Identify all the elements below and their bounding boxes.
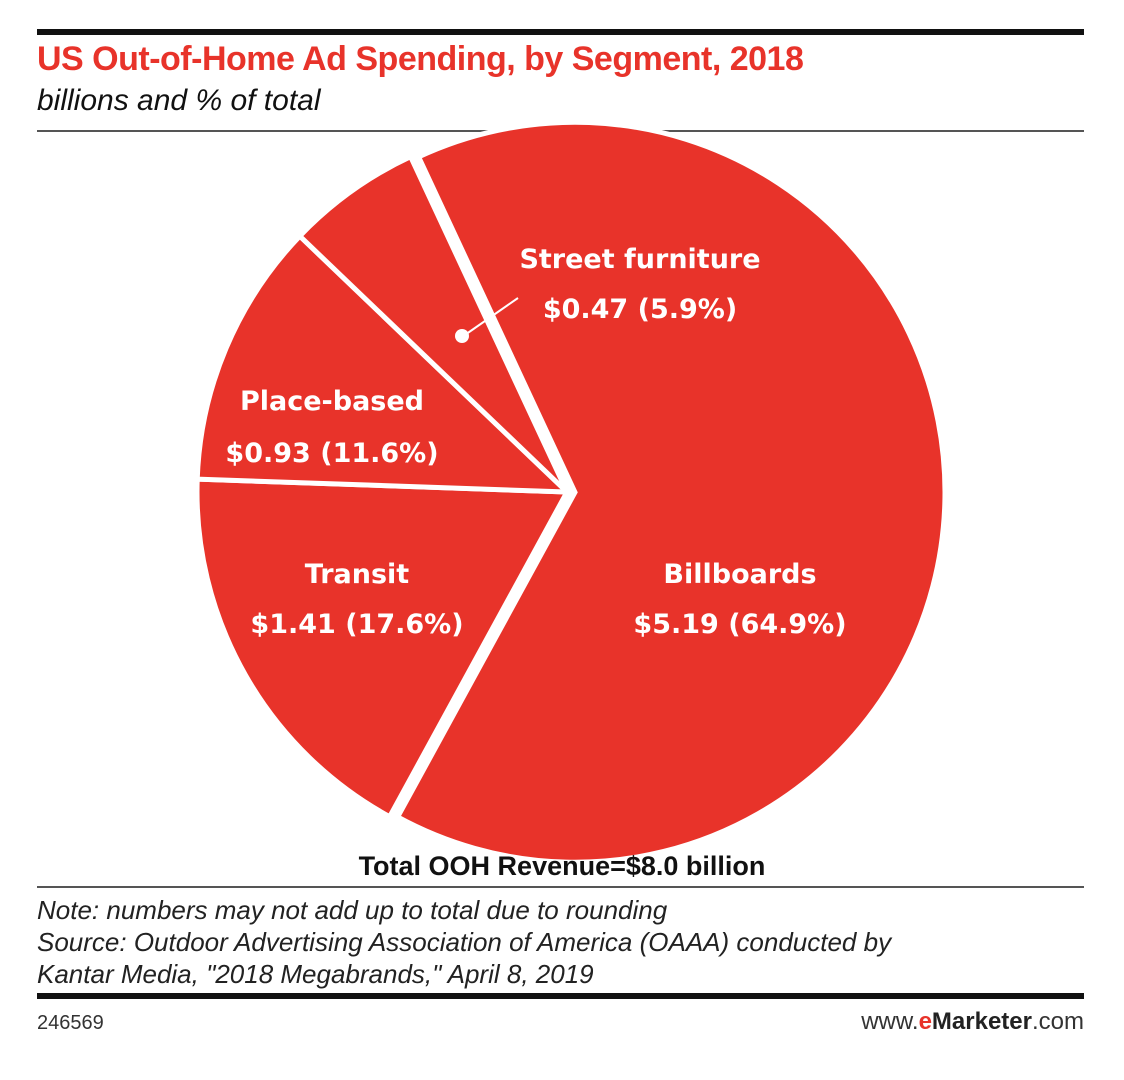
- label-transit-value: $1.41 (17.6%): [250, 609, 463, 640]
- note-rule: [37, 886, 1084, 888]
- chart-id: 246569: [37, 1012, 104, 1034]
- bottom-rule: [37, 993, 1084, 999]
- leader-line: [461, 297, 519, 338]
- source-line-1: Source: Outdoor Advertising Association …: [37, 927, 892, 957]
- pie-slice-street-furniture: [296, 153, 570, 494]
- pie-slice-place-based: [194, 232, 574, 495]
- footnote: Note: numbers may not add up to total du…: [37, 895, 668, 925]
- pie-slice-billboards: [394, 119, 948, 865]
- top-rule: [37, 29, 1084, 35]
- brand-link[interactable]: www.eMarketer.com: [861, 1008, 1084, 1036]
- label-street-furniture-value: $0.47 (5.9%): [543, 294, 737, 325]
- brand-name: Marketer: [931, 1008, 1032, 1035]
- pie-chart: Billboards $5.19 (64.9%) Transit $1.41 (…: [194, 119, 948, 865]
- label-billboards-value: $5.19 (64.9%): [633, 609, 846, 640]
- label-billboards-name: Billboards: [663, 559, 816, 590]
- label-place-based-name: Place-based: [240, 386, 424, 417]
- brand-suffix: .com: [1031, 1008, 1084, 1035]
- brand-e-logo: e: [918, 1008, 932, 1035]
- chart-subtitle: billions and % of total: [37, 84, 321, 117]
- total-revenue-label: Total OOH Revenue=$8.0 billion: [358, 851, 766, 881]
- label-place-based-value: $0.93 (11.6%): [225, 438, 438, 469]
- street-furniture-leader: [455, 297, 519, 343]
- leader-dot: [455, 329, 469, 343]
- source-line-2: Kantar Media, "2018 Megabrands," April 8…: [37, 959, 594, 989]
- pie-slice-transit: [194, 476, 572, 821]
- chart-title: US Out-of-Home Ad Spending, by Segment, …: [37, 40, 804, 78]
- brand-prefix: www.: [861, 1008, 919, 1035]
- label-transit-name: Transit: [305, 559, 410, 590]
- label-street-furniture-name: Street furniture: [519, 244, 760, 275]
